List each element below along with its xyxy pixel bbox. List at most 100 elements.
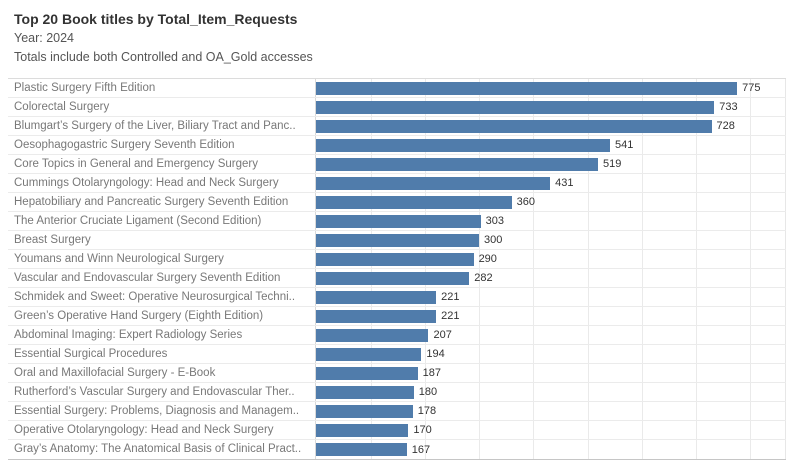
bar[interactable] bbox=[316, 253, 474, 266]
bar-label: Vascular and Endovascular Surgery Sevent… bbox=[8, 269, 316, 287]
bar-value: 728 bbox=[716, 120, 735, 132]
plot-cell: 360 bbox=[316, 193, 786, 211]
bar[interactable] bbox=[316, 424, 409, 437]
plot-cell: 207 bbox=[316, 326, 786, 344]
bar-value: 541 bbox=[614, 139, 634, 151]
plot-cell: 431 bbox=[316, 174, 786, 192]
table-row: Vascular and Endovascular Surgery Sevent… bbox=[8, 269, 786, 288]
bar[interactable] bbox=[316, 329, 429, 342]
bar-value: 282 bbox=[474, 272, 493, 284]
chart-title: Top 20 Book titles by Total_Item_Request… bbox=[14, 11, 298, 27]
chart-rows: Plastic Surgery Fifth Edition 775 Colore… bbox=[8, 79, 786, 459]
bar-label: Blumgart’s Surgery of the Liver, Biliary… bbox=[8, 117, 316, 135]
plot-cell: 541 bbox=[316, 136, 786, 154]
bar-value: 187 bbox=[422, 367, 441, 379]
bar[interactable] bbox=[316, 139, 610, 152]
plot-cell: 178 bbox=[316, 402, 786, 420]
bar-label: Core Topics in General and Emergency Sur… bbox=[8, 155, 316, 173]
table-row: Hepatobiliary and Pancreatic Surgery Sev… bbox=[8, 193, 786, 212]
table-row: Youmans and Winn Neurological Surgery 29… bbox=[8, 250, 786, 269]
bar-label: Gray’s Anatomy: The Anatomical Basis of … bbox=[8, 440, 316, 459]
bar-label: Essential Surgery: Problems, Diagnosis a… bbox=[8, 402, 316, 420]
plot-cell: 221 bbox=[316, 307, 786, 325]
bar-value: 360 bbox=[516, 196, 535, 208]
bar[interactable] bbox=[316, 215, 481, 228]
bar-value: 290 bbox=[478, 253, 497, 265]
bar[interactable] bbox=[316, 177, 551, 190]
bar[interactable] bbox=[316, 234, 479, 247]
bar-label: Youmans and Winn Neurological Surgery bbox=[8, 250, 316, 268]
bar-label: The Anterior Cruciate Ligament (Second E… bbox=[8, 212, 316, 230]
plot-cell: 187 bbox=[316, 364, 786, 382]
bar[interactable] bbox=[316, 443, 407, 456]
bar-label: Schmidek and Sweet: Operative Neurosurgi… bbox=[8, 288, 316, 306]
bar[interactable] bbox=[316, 196, 512, 209]
bar[interactable] bbox=[316, 386, 414, 399]
chart-note: Totals include both Controlled and OA_Go… bbox=[14, 50, 313, 64]
table-row: Core Topics in General and Emergency Sur… bbox=[8, 155, 786, 174]
bar-chart: Plastic Surgery Fifth Edition 775 Colore… bbox=[8, 78, 786, 460]
plot-cell: 194 bbox=[316, 345, 786, 363]
bar[interactable] bbox=[316, 291, 437, 304]
table-row: The Anterior Cruciate Ligament (Second E… bbox=[8, 212, 786, 231]
table-row: Rutherford’s Vascular Surgery and Endova… bbox=[8, 383, 786, 402]
plot-cell: 170 bbox=[316, 421, 786, 439]
bar[interactable] bbox=[316, 405, 413, 418]
bar-value: 300 bbox=[484, 234, 503, 246]
bar[interactable] bbox=[316, 158, 598, 171]
plot-cell: 733 bbox=[316, 98, 786, 116]
plot-cell: 303 bbox=[316, 212, 786, 230]
table-row: Breast Surgery 300 bbox=[8, 231, 786, 250]
bar-value: 170 bbox=[413, 424, 432, 436]
bar-value: 221 bbox=[441, 310, 460, 322]
plot-cell: 300 bbox=[316, 231, 786, 249]
bar-value: 207 bbox=[433, 329, 452, 341]
bar-value: 519 bbox=[603, 158, 622, 170]
plot-cell: 282 bbox=[316, 269, 786, 287]
plot-cell: 180 bbox=[316, 383, 786, 401]
table-row: Oral and Maxillofacial Surgery - E-Book … bbox=[8, 364, 786, 383]
table-row: Essential Surgical Procedures 194 bbox=[8, 345, 786, 364]
table-row: Oesophagogastric Surgery Seventh Edition… bbox=[8, 136, 786, 155]
bar-value: 775 bbox=[742, 82, 761, 94]
bar-label: Oesophagogastric Surgery Seventh Edition bbox=[8, 136, 316, 154]
bar-label: Oral and Maxillofacial Surgery - E-Book bbox=[8, 364, 316, 382]
bar-label: Essential Surgical Procedures bbox=[8, 345, 316, 363]
bar-label: Colorectal Surgery bbox=[8, 98, 316, 116]
table-row: Plastic Surgery Fifth Edition 775 bbox=[8, 79, 786, 98]
bar-label: Rutherford’s Vascular Surgery and Endova… bbox=[8, 383, 316, 401]
bar[interactable] bbox=[316, 82, 738, 95]
bar-label: Operative Otolaryngology: Head and Neck … bbox=[8, 421, 316, 439]
table-row: Gray’s Anatomy: The Anatomical Basis of … bbox=[8, 440, 786, 459]
bar-label: Plastic Surgery Fifth Edition bbox=[8, 79, 316, 97]
bar[interactable] bbox=[316, 101, 715, 114]
plot-cell: 519 bbox=[316, 155, 786, 173]
table-row: Cummings Otolaryngology: Head and Neck S… bbox=[8, 174, 786, 193]
plot-cell: 221 bbox=[316, 288, 786, 306]
table-row: Schmidek and Sweet: Operative Neurosurgi… bbox=[8, 288, 786, 307]
bar[interactable] bbox=[316, 310, 437, 323]
plot-cell: 167 bbox=[316, 440, 786, 459]
table-row: Green’s Operative Hand Surgery (Eighth E… bbox=[8, 307, 786, 326]
plot-cell: 728 bbox=[316, 117, 786, 135]
table-row: Colorectal Surgery 733 bbox=[8, 98, 786, 117]
bar-label: Breast Surgery bbox=[8, 231, 316, 249]
bar-value: 431 bbox=[555, 177, 574, 189]
bar-value: 733 bbox=[719, 101, 738, 113]
bar[interactable] bbox=[316, 120, 712, 133]
bar-value: 303 bbox=[485, 215, 504, 227]
bar-value: 178 bbox=[417, 405, 437, 417]
bar-value: 221 bbox=[441, 291, 460, 303]
table-row: Essential Surgery: Problems, Diagnosis a… bbox=[8, 402, 786, 421]
chart-subtitle-year: Year: 2024 bbox=[14, 31, 75, 45]
bar-label: Green’s Operative Hand Surgery (Eighth E… bbox=[8, 307, 316, 325]
bar-value: 180 bbox=[418, 386, 438, 398]
bar-label: Abdominal Imaging: Expert Radiology Seri… bbox=[8, 326, 316, 344]
bar-label: Hepatobiliary and Pancreatic Surgery Sev… bbox=[8, 193, 316, 211]
bar[interactable] bbox=[316, 367, 418, 380]
table-row: Abdominal Imaging: Expert Radiology Seri… bbox=[8, 326, 786, 345]
table-row: Operative Otolaryngology: Head and Neck … bbox=[8, 421, 786, 440]
plot-cell: 775 bbox=[316, 79, 786, 97]
bar[interactable] bbox=[316, 272, 470, 285]
bar[interactable] bbox=[316, 348, 422, 361]
